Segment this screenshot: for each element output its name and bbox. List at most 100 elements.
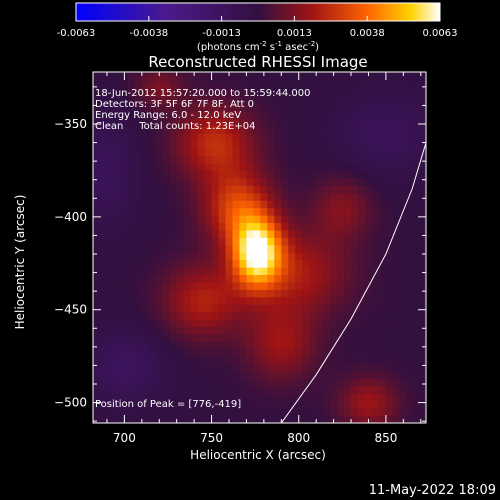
heatmap-cell bbox=[337, 267, 345, 276]
heatmap-cell bbox=[392, 81, 401, 90]
heatmap-cell bbox=[155, 73, 164, 82]
heatmap-cell bbox=[225, 326, 234, 335]
heatmap-cell bbox=[253, 319, 261, 328]
heatmap-cell bbox=[253, 311, 261, 320]
heatmap-cell bbox=[127, 118, 136, 127]
heatmap-cell bbox=[385, 140, 394, 149]
heatmap-cell bbox=[413, 296, 422, 305]
heatmap-cell bbox=[176, 415, 185, 423]
heatmap-cell bbox=[197, 244, 206, 253]
heatmap-cell bbox=[337, 348, 345, 357]
heatmap-cell bbox=[288, 118, 296, 127]
heatmap-cell bbox=[316, 267, 324, 276]
heatmap-cell bbox=[378, 385, 387, 394]
heatmap-cell bbox=[190, 229, 199, 238]
heatmap-cell bbox=[155, 393, 164, 402]
y-tick-label: −400 bbox=[54, 210, 87, 224]
heatmap-cell bbox=[155, 400, 164, 409]
heatmap-cell bbox=[364, 215, 373, 224]
heatmap-cell bbox=[316, 200, 324, 209]
heatmap-cell bbox=[406, 185, 415, 194]
heatmap-cell bbox=[344, 155, 352, 164]
heatmap-cell bbox=[267, 408, 275, 417]
heatmap-cell bbox=[141, 400, 150, 409]
heatmap-cell bbox=[274, 356, 282, 365]
heatmap-cell bbox=[399, 356, 408, 365]
heatmap-cell bbox=[169, 244, 178, 253]
heatmap-cell bbox=[246, 244, 254, 253]
heatmap-cell bbox=[260, 133, 268, 142]
heatmap-cell bbox=[295, 326, 303, 335]
heatmap-cell bbox=[148, 185, 157, 194]
heatmap-cell bbox=[420, 311, 426, 320]
heatmap-cell bbox=[295, 289, 303, 298]
heatmap-cell bbox=[120, 185, 129, 194]
heatmap-cell bbox=[344, 393, 352, 402]
heatmap-cell bbox=[113, 125, 122, 134]
heatmap-cell bbox=[106, 170, 115, 179]
heatmap-cell bbox=[190, 296, 199, 305]
heatmap-cell bbox=[351, 185, 359, 194]
heatmap-cell bbox=[162, 252, 171, 261]
heatmap-cell bbox=[134, 393, 143, 402]
heatmap-cell bbox=[134, 319, 143, 328]
heatmap-cell bbox=[120, 385, 129, 394]
heatmap-cell bbox=[337, 341, 345, 350]
heatmap-cell bbox=[176, 274, 185, 283]
heatmap-cell bbox=[295, 371, 303, 380]
heatmap-cell bbox=[378, 289, 387, 298]
heatmap-cell bbox=[211, 252, 220, 261]
heatmap-cell bbox=[267, 222, 275, 231]
heatmap-cell bbox=[364, 81, 373, 90]
heatmap-cell bbox=[309, 103, 317, 112]
heatmap-cell bbox=[316, 177, 324, 186]
heatmap-cell bbox=[176, 341, 185, 350]
heatmap-cell bbox=[239, 148, 248, 157]
heatmap-cell bbox=[93, 118, 101, 127]
heatmap-cell bbox=[351, 200, 359, 209]
heatmap-cell bbox=[176, 163, 185, 172]
heatmap-cell bbox=[211, 88, 220, 97]
heatmap-cell bbox=[295, 274, 303, 283]
heatmap-cell bbox=[281, 385, 289, 394]
heatmap-cell bbox=[281, 96, 289, 105]
heatmap-cell bbox=[141, 378, 150, 387]
heatmap-cell bbox=[323, 244, 331, 253]
heatmap-cell bbox=[378, 296, 387, 305]
heatmap-cell bbox=[413, 163, 422, 172]
heatmap-cell bbox=[239, 163, 248, 172]
heatmap-cell bbox=[120, 140, 129, 149]
heatmap-cell bbox=[351, 333, 359, 342]
heatmap-cell bbox=[99, 296, 108, 305]
heatmap-cell bbox=[392, 73, 401, 82]
heatmap-cell bbox=[323, 140, 331, 149]
heatmap-cell bbox=[420, 88, 426, 97]
heatmap-cell bbox=[413, 356, 422, 365]
heatmap-cell bbox=[239, 118, 248, 127]
heatmap-cell bbox=[155, 289, 164, 298]
heatmap-cell bbox=[113, 259, 122, 268]
heatmap-cell bbox=[420, 177, 426, 186]
heatmap-cell bbox=[267, 73, 275, 82]
annotation-energy-range: Energy Range: 6.0 - 12.0 keV bbox=[95, 110, 241, 121]
heatmap-cell bbox=[113, 215, 122, 224]
heatmap-cell bbox=[141, 259, 150, 268]
heatmap-cell bbox=[148, 88, 157, 97]
heatmap-cell bbox=[204, 111, 213, 120]
heatmap-cell bbox=[190, 371, 199, 380]
heatmap-cell bbox=[155, 118, 164, 127]
heatmap-cell bbox=[378, 215, 387, 224]
heatmap-cell bbox=[288, 363, 296, 372]
heatmap-cell bbox=[413, 222, 422, 231]
heatmap-cell bbox=[323, 400, 331, 409]
heatmap-cell bbox=[99, 415, 108, 423]
heatmap-cell bbox=[274, 222, 282, 231]
heatmap-cell bbox=[120, 341, 129, 350]
heatmap-cell bbox=[323, 163, 331, 172]
heatmap-cell bbox=[288, 319, 296, 328]
heatmap-cell bbox=[246, 415, 254, 423]
heatmap-cell bbox=[385, 215, 394, 224]
heatmap-cell bbox=[302, 319, 310, 328]
heatmap-cell bbox=[183, 200, 192, 209]
heatmap-cell bbox=[330, 125, 338, 134]
